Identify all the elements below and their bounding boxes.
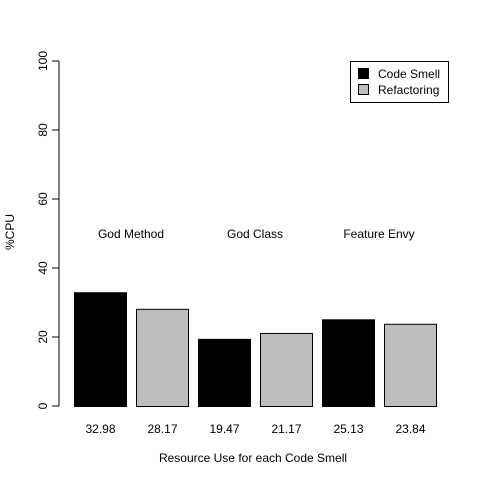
bar-value-label: 28.17 (147, 422, 177, 436)
legend-swatch (358, 84, 369, 95)
bar-value-label: 25.13 (333, 422, 363, 436)
group-label: God Class (227, 227, 283, 241)
legend-label: Refactoring (378, 83, 439, 97)
bar-value-label: 19.47 (209, 422, 239, 436)
legend-box (350, 61, 449, 103)
bar (136, 308, 189, 408)
bar-value-label: 32.98 (85, 422, 115, 436)
legend-label: Code Smell (378, 67, 440, 81)
y-tick-label: 20 (36, 330, 50, 344)
value-labels: 32.98 28.17 19.47 21.17 25.13 23.84 (85, 422, 425, 436)
y-tick-label: 60 (36, 192, 50, 206)
bar-value-label: 23.84 (395, 422, 425, 436)
bar-value-label: 21.17 (271, 422, 301, 436)
y-tick-label: 40 (36, 261, 50, 275)
legend: Code Smell Refactoring (350, 61, 449, 103)
y-tick-label: 0 (36, 402, 50, 409)
y-tick-label: 80 (36, 123, 50, 137)
bars (74, 292, 437, 408)
group-label: Feature Envy (343, 227, 414, 241)
x-axis-title: Resource Use for each Code Smell (159, 451, 347, 465)
y-tick-label: 100 (36, 51, 50, 71)
bar (74, 292, 127, 407)
y-axis-title: %CPU (3, 214, 17, 250)
legend-swatch (358, 68, 369, 79)
bar (322, 319, 375, 408)
group-labels: God Method God Class Feature Envy (98, 227, 415, 241)
group-label: God Method (98, 227, 164, 241)
y-axis: 0 20 40 60 80 100 (36, 51, 60, 409)
bar (384, 323, 437, 408)
bar (260, 332, 313, 407)
bar (198, 338, 251, 407)
